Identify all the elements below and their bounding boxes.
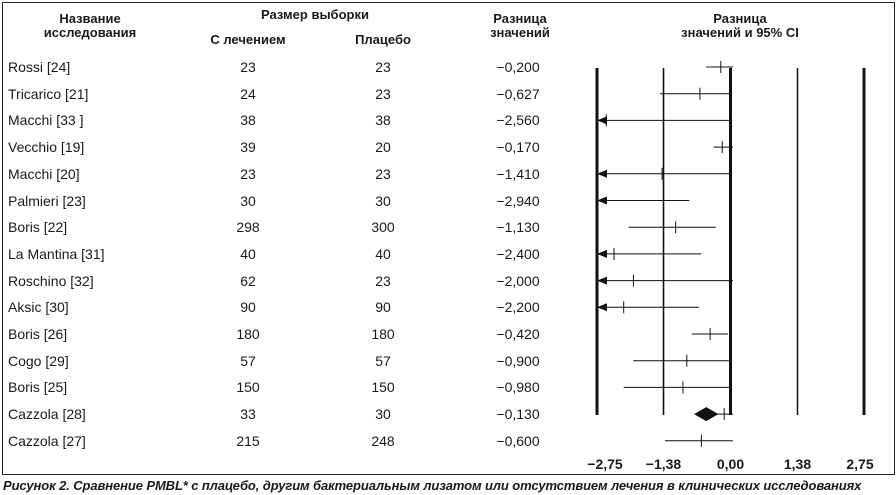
treated-count: 33	[240, 406, 256, 423]
study-name: Aksic [30]	[8, 299, 69, 316]
diff-value: −2,200	[496, 299, 540, 316]
study-name: Cazzola [28]	[8, 406, 86, 423]
diff-value: −2,560	[496, 112, 540, 129]
study-name: Cazzola [27]	[8, 432, 86, 449]
study-name: Macchi [33 ]	[8, 112, 84, 129]
placebo-count: 38	[375, 112, 391, 129]
placebo-count: 23	[375, 59, 391, 75]
x-tick-label: −1,38	[645, 456, 682, 472]
study-name: Vecchio [19]	[8, 139, 85, 156]
diff-value: −0,130	[496, 406, 540, 423]
treated-count: 180	[236, 326, 260, 342]
treated-count: 62	[240, 272, 256, 289]
diff-value: −0,627	[496, 85, 540, 102]
treated-count: 57	[240, 352, 256, 369]
placebo-count: 23	[375, 272, 391, 289]
study-name: Tricarico [21]	[8, 85, 89, 102]
study-name: La Mantina [31]	[8, 245, 105, 262]
treated-count: 23	[240, 165, 256, 182]
diff-value: −1,410	[496, 165, 540, 182]
placebo-count: 20	[375, 139, 391, 156]
placebo-count: 30	[375, 406, 391, 423]
header-sample-size: Размер выборки	[261, 7, 369, 22]
diff-value: −1,130	[496, 219, 540, 236]
x-tick-label: −2,75	[587, 456, 623, 472]
ci-arrow-left	[597, 249, 607, 258]
placebo-count: 23	[375, 165, 391, 182]
header-study: Название исследования	[43, 11, 137, 40]
study-name: Boris [25]	[8, 379, 68, 396]
treated-count: 38	[240, 112, 256, 129]
treated-count: 215	[236, 432, 260, 449]
figure-frame	[2, 2, 895, 475]
diff-value: −0,900	[496, 352, 540, 369]
treated-count: 39	[240, 139, 256, 156]
treated-count: 40	[240, 245, 256, 262]
treated-count: 24	[240, 85, 256, 102]
placebo-count: 248	[371, 432, 395, 449]
diff-value: −0,600	[496, 432, 540, 449]
placebo-count: 150	[371, 379, 395, 396]
placebo-count: 40	[375, 245, 391, 262]
diff-value: −2,940	[496, 192, 540, 209]
header-diff-ci: Разница значений и 95% CI	[681, 11, 799, 40]
diff-value: −0,200	[496, 59, 540, 75]
study-name: Rossi [24]	[8, 59, 71, 75]
figure-caption: Рисунок 2. Сравнение PMBL* с плацебо, др…	[3, 478, 862, 493]
study-name: Roschino [32]	[8, 272, 94, 289]
study-name: Boris [22]	[8, 219, 68, 236]
diff-value: −0,170	[496, 139, 540, 156]
header-placebo: Плацебо	[355, 32, 411, 47]
ci-arrow-left	[597, 196, 607, 205]
x-tick-label: 1,38	[783, 456, 812, 472]
placebo-count: 30	[375, 192, 391, 209]
placebo-count: 57	[375, 352, 391, 369]
header-treated: С лечением	[210, 32, 286, 47]
diff-value: −2,400	[496, 245, 540, 262]
diff-value: −0,420	[496, 326, 540, 342]
placebo-count: 90	[375, 299, 391, 316]
ci-arrow-left	[597, 276, 607, 285]
diff-value: −0,980	[496, 379, 540, 396]
treated-count: 30	[240, 192, 256, 209]
placebo-count: 23	[375, 85, 391, 102]
study-name: Cogo [29]	[8, 352, 69, 369]
study-name: Macchi [20]	[8, 165, 80, 182]
study-name: Palmieri [23]	[8, 192, 86, 209]
placebo-count: 180	[371, 326, 395, 342]
placebo-count: 300	[371, 219, 395, 236]
ci-arrow-left	[597, 303, 607, 312]
ci-arrow-left	[597, 169, 607, 178]
pooled-diamond	[694, 407, 719, 422]
ci-arrow-left	[597, 116, 607, 125]
treated-count: 298	[236, 219, 260, 236]
diff-value: −2,000	[496, 272, 540, 289]
treated-count: 23	[240, 59, 256, 75]
treated-count: 150	[236, 379, 260, 396]
x-tick-label: 0,00	[716, 456, 745, 472]
treated-count: 90	[240, 299, 256, 316]
study-name: Boris [26]	[8, 326, 68, 342]
x-tick-label: 2,75	[846, 456, 874, 472]
header-diff: Разница значений	[490, 11, 550, 40]
